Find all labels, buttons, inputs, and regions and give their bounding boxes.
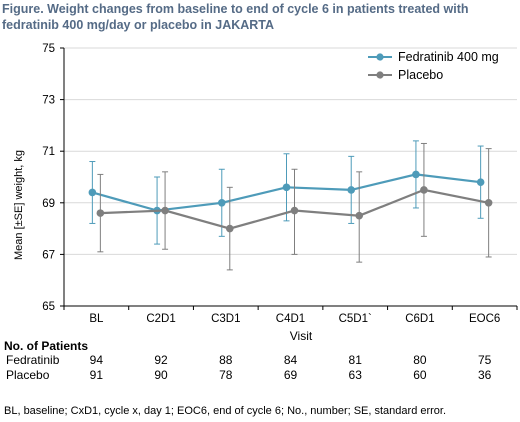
footnote: BL, baseline; CxD1, cycle x, day 1; EOC6… bbox=[4, 405, 447, 417]
data-point bbox=[161, 206, 169, 215]
patients-count: 69 bbox=[283, 368, 298, 382]
patients-count: 92 bbox=[154, 353, 168, 367]
patients-title: No. of Patients bbox=[4, 339, 89, 353]
patients-count: 80 bbox=[413, 353, 427, 367]
weight-line-chart: 65 67 69 71 73 75 BL C2D1 C3D1 C4D1 C5D1` C6D1 EOC6… bbox=[13, 43, 518, 340]
data-point bbox=[225, 224, 234, 233]
patients-count: 94 bbox=[89, 353, 104, 367]
x-axis-label: Visit bbox=[290, 329, 313, 340]
data-point bbox=[476, 178, 485, 186]
legend-fedratinib-marker bbox=[376, 53, 384, 61]
patients-count: 36 bbox=[477, 368, 492, 382]
axes bbox=[63, 48, 517, 307]
y-tick-label: 71 bbox=[42, 146, 55, 158]
data-point bbox=[282, 183, 291, 192]
data-point bbox=[347, 186, 356, 194]
patients-count: 63 bbox=[348, 368, 362, 382]
patients-row-label: Fedratinib bbox=[6, 353, 60, 367]
x-tick-label: C3D1 bbox=[211, 313, 240, 325]
patients-count: 60 bbox=[413, 368, 427, 382]
data-point bbox=[420, 186, 428, 194]
data-point bbox=[88, 188, 97, 197]
legend-placebo-label: Placebo bbox=[398, 68, 443, 82]
x-tick-label: C5D1` bbox=[339, 313, 372, 325]
patients-row-fedratinib: Fedratinib 94 92 88 84 81 80 75 bbox=[0, 353, 520, 368]
patients-row-placebo: Placebo 91 90 78 69 63 60 36 bbox=[0, 368, 520, 383]
x-tick-label: BL bbox=[89, 313, 104, 325]
y-tick-label: 75 bbox=[42, 43, 55, 55]
data-point bbox=[96, 209, 105, 217]
x-tick-label: EOC6 bbox=[469, 313, 500, 325]
patients-count: 91 bbox=[89, 368, 104, 382]
data-point bbox=[412, 170, 420, 179]
y-tick-label: 69 bbox=[42, 198, 55, 210]
patients-count: 78 bbox=[219, 368, 233, 382]
y-ticks: 65 67 69 71 73 75 bbox=[42, 43, 64, 313]
series-layer bbox=[88, 140, 493, 271]
patients-count: 88 bbox=[219, 353, 233, 367]
data-point bbox=[217, 199, 226, 207]
patients-count: 84 bbox=[283, 353, 298, 367]
x-tick-label: C6D1 bbox=[405, 313, 434, 325]
x-tick-label: C4D1 bbox=[276, 313, 305, 325]
legend-placebo-marker bbox=[376, 71, 384, 79]
patients-count: 90 bbox=[154, 368, 168, 382]
patients-count: 81 bbox=[348, 353, 362, 367]
legend: Fedratinib 400 mg Placebo bbox=[368, 50, 499, 82]
gridlines bbox=[64, 47, 517, 255]
data-point bbox=[290, 206, 299, 215]
x-tick-label: C2D1 bbox=[146, 313, 175, 325]
patients-row-label: Placebo bbox=[6, 368, 50, 382]
y-tick-label: 67 bbox=[42, 249, 55, 261]
x-ticks: BL C2D1 C3D1 C4D1 C5D1` C6D1 EOC6 bbox=[63, 306, 518, 325]
y-tick-label: 73 bbox=[42, 95, 55, 107]
figure-title: Figure. Weight changes from baseline to … bbox=[2, 2, 469, 32]
y-tick-label: 65 bbox=[42, 301, 55, 313]
y-axis-label: Mean [±SE] weight, kg bbox=[13, 150, 25, 260]
data-point bbox=[484, 199, 493, 207]
data-point bbox=[355, 211, 364, 220]
patients-count: 75 bbox=[477, 353, 492, 367]
legend-fedratinib-label: Fedratinib 400 mg bbox=[398, 50, 499, 64]
